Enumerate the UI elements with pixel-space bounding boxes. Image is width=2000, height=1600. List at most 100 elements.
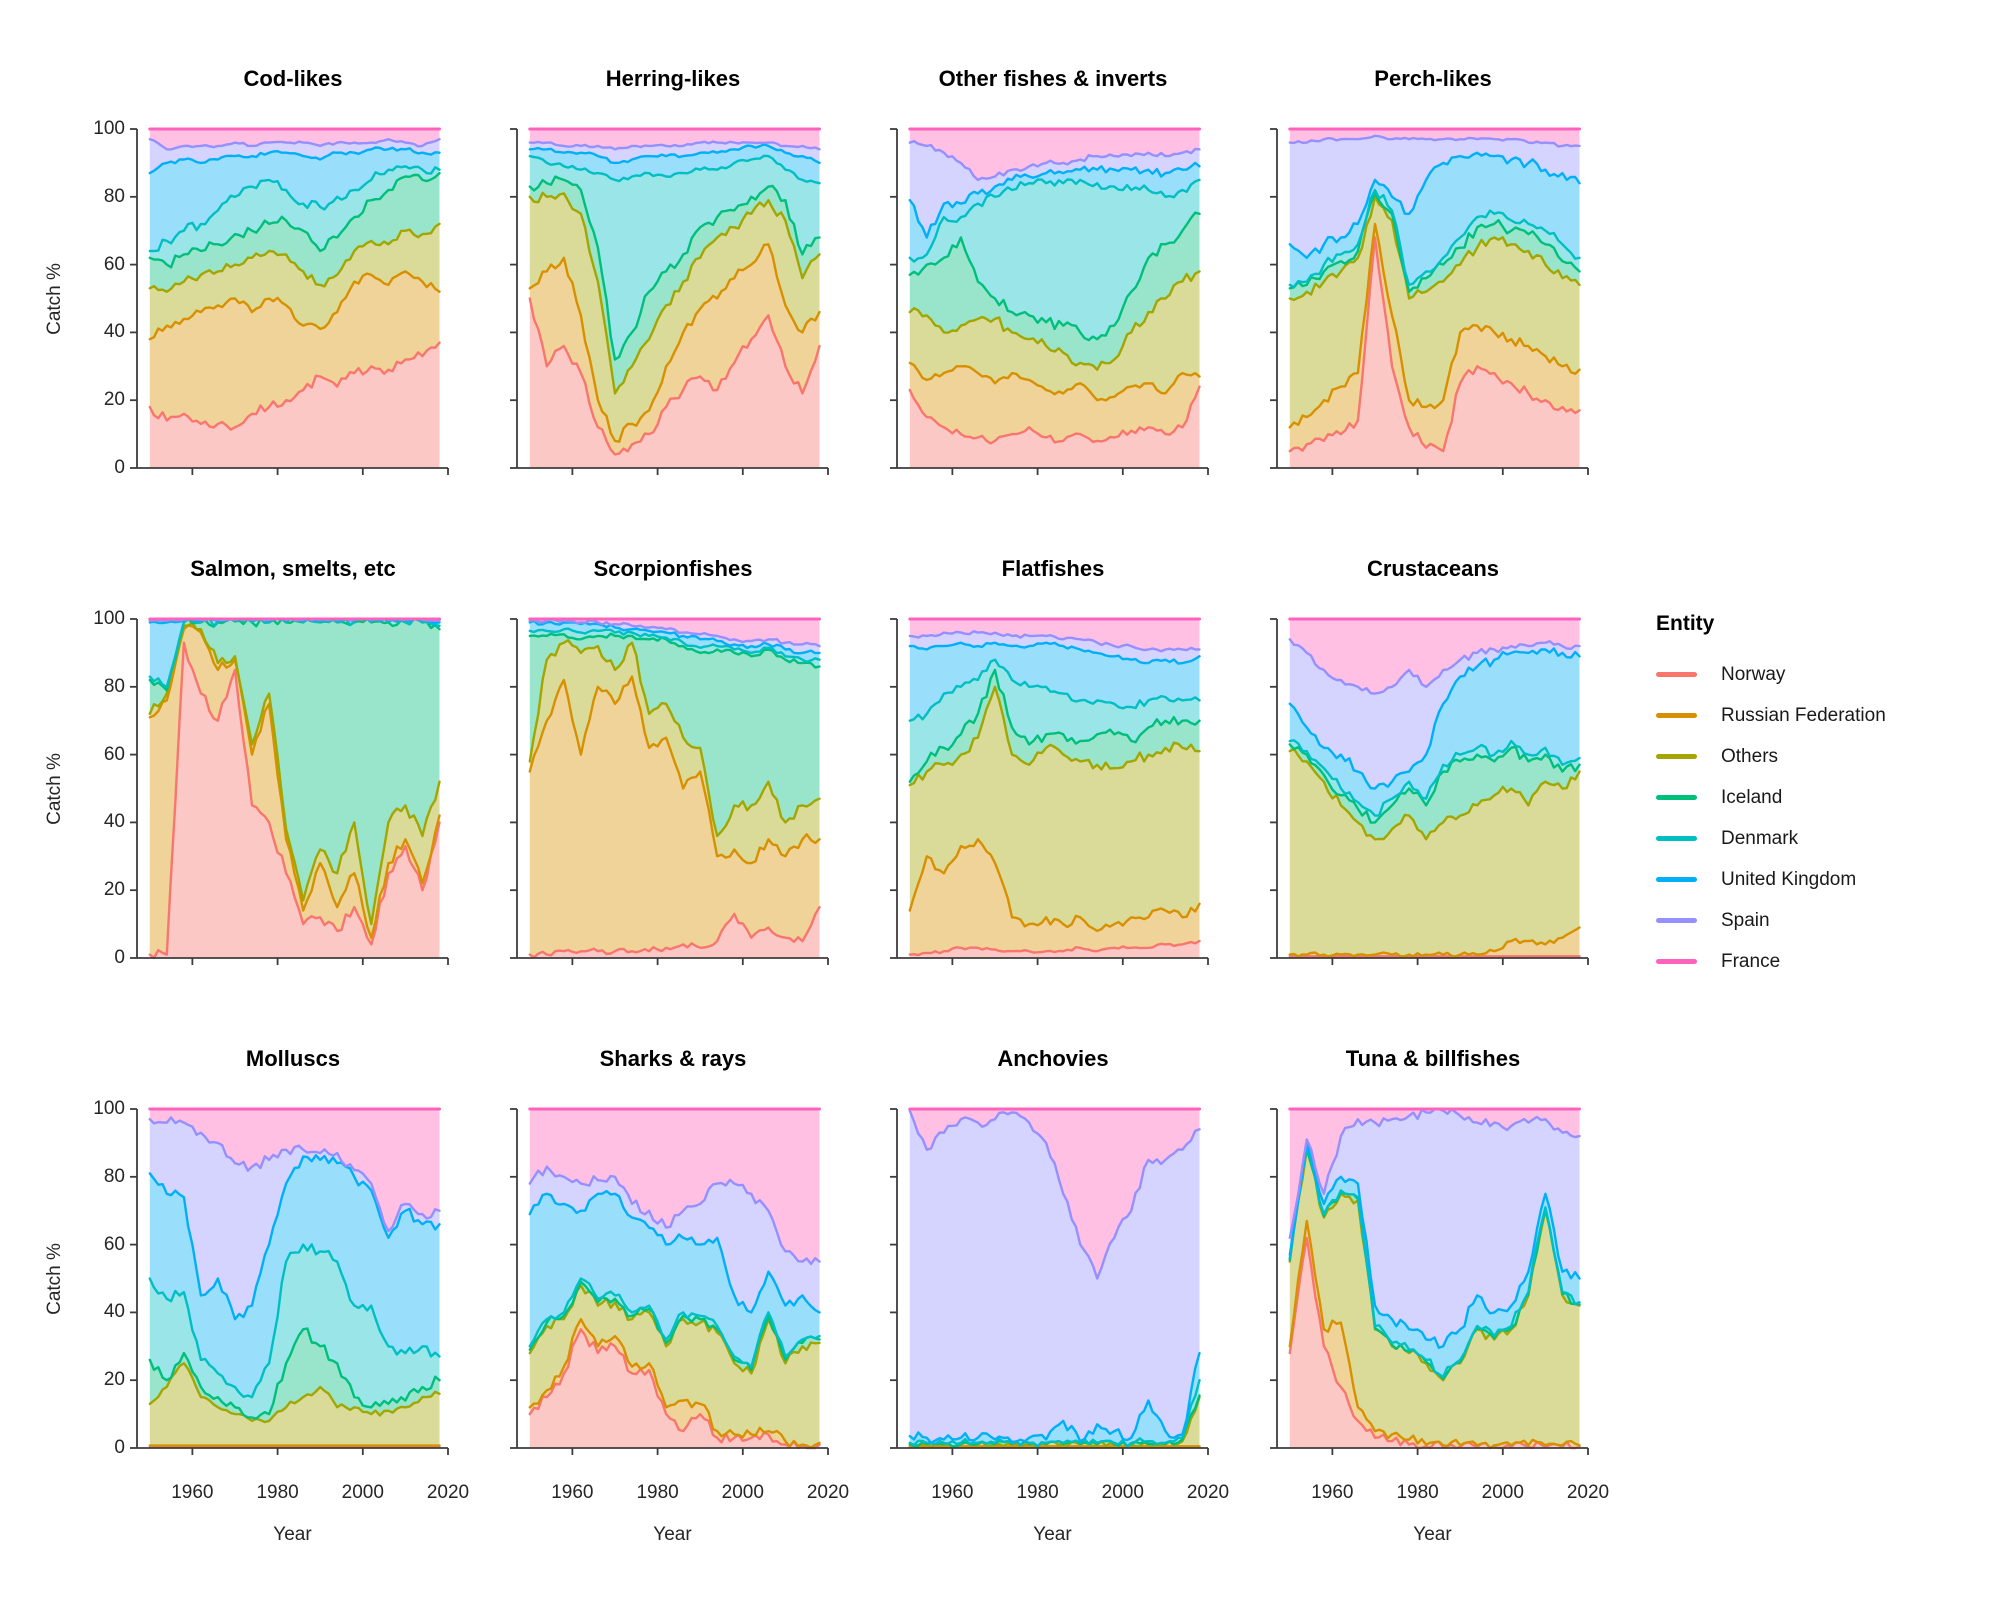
facet-plot-svg	[130, 127, 449, 475]
legend-swatch-icon	[1656, 877, 1697, 882]
area-band-france	[1289, 619, 1580, 694]
legend-item-label: United Kingdom	[1721, 868, 1857, 890]
facet-panel: Tuna & billfishes	[1249, 1020, 1609, 1480]
axis-lines	[130, 1108, 449, 1455]
legend-item-label: Russian Federation	[1721, 704, 1886, 726]
series-line-iceland	[528, 632, 821, 669]
x-axis-tick-label: 2020	[1186, 1482, 1230, 1503]
x-axis-tick-label: 2000	[1481, 1482, 1524, 1503]
series-line-united-kingdom	[1288, 647, 1581, 790]
series-line-others	[1288, 747, 1581, 841]
axis-lines	[130, 128, 449, 475]
series-line-spain	[908, 1109, 1201, 1280]
series-line-norway	[528, 297, 821, 456]
series-line-united-kingdom	[908, 1351, 1201, 1445]
area-band-norway	[909, 941, 1200, 958]
legend-swatch-icon	[1656, 918, 1697, 923]
area-band-others	[909, 686, 1200, 931]
series-line-norway	[528, 905, 821, 959]
area-band-spain	[529, 619, 820, 654]
y-axis-tick-label: 40	[103, 1301, 125, 1323]
axis-lines	[510, 1108, 829, 1455]
area-band-united-kingdom	[909, 642, 1200, 721]
legend-swatch-icon	[1656, 672, 1697, 677]
y-axis-tick-label: 80	[103, 1165, 125, 1187]
area-band-france	[529, 619, 820, 647]
area-band-russian-federation	[1289, 223, 1580, 452]
area-band-france	[1289, 1109, 1580, 1238]
area-band-france	[909, 129, 1200, 180]
area-band-others	[529, 640, 820, 864]
axis-lines	[1270, 618, 1589, 965]
x-axis-tick-label: 2000	[721, 1482, 764, 1503]
legend-swatch-icon	[1656, 836, 1697, 841]
facet-plot-svg	[890, 1107, 1209, 1455]
series-line-united-kingdom	[148, 146, 441, 175]
legend-item-label: Iceland	[1721, 786, 1783, 808]
series-line-denmark	[908, 178, 1201, 263]
facet-panel: Sharks & rays	[489, 1020, 849, 1480]
facet-title: Tuna & billfishes	[1345, 1046, 1521, 1071]
series-line-others	[148, 621, 441, 926]
series-line-denmark	[908, 1379, 1201, 1448]
series-line-united-kingdom	[1288, 1141, 1581, 1349]
facet-title: Anchovies	[997, 1046, 1109, 1071]
y-axis-tick-label: 0	[114, 947, 125, 968]
x-axis-tick-label: 1980	[1016, 1482, 1059, 1503]
series-line-denmark	[148, 1243, 441, 1399]
area-band-france	[909, 1109, 1200, 1279]
axis-lines	[1270, 128, 1589, 475]
y-axis-tick-label: 80	[103, 675, 125, 697]
axis-lines	[510, 618, 829, 965]
facet-plot-svg	[510, 127, 829, 475]
area-band-norway	[149, 342, 440, 468]
y-axis-tick-label: 20	[103, 1369, 125, 1391]
y-axis-tick-label: 20	[103, 389, 125, 411]
x-axis-tick-label: 2020	[426, 1482, 470, 1503]
series-line-denmark	[148, 165, 441, 253]
facet-title: Flatfishes	[1001, 556, 1105, 581]
series-line-united-kingdom	[148, 1154, 441, 1321]
area-band-spain	[1289, 639, 1580, 789]
facet-panel: Scorpionfishes	[489, 530, 849, 990]
series-line-spain	[1288, 134, 1581, 148]
series-line-russian-federation	[528, 1318, 821, 1449]
facet-plot-svg	[1270, 1107, 1589, 1455]
area-band-spain	[1289, 1109, 1580, 1348]
area-band-others	[1289, 749, 1580, 957]
series-line-russian-federation	[1288, 222, 1581, 429]
legend-items: Norway Russian Federation Others Iceland Den…	[1656, 654, 1986, 982]
area-band-denmark	[909, 179, 1200, 341]
series-line-russian-federation	[1288, 1219, 1581, 1450]
facet-panel: Anchovies	[869, 1020, 1229, 1480]
area-band-france	[529, 1109, 820, 1264]
series-line-others	[148, 1362, 441, 1424]
area-band-spain	[529, 141, 820, 163]
area-band-spain	[149, 1117, 440, 1320]
facet-panel: Flatfishes	[869, 530, 1229, 990]
series-line-united-kingdom	[908, 641, 1201, 665]
x-axis-title: Year	[1413, 1524, 1452, 1545]
area-band-united-kingdom	[1289, 152, 1580, 287]
area-band-spain	[909, 141, 1200, 238]
area-band-united-kingdom	[1289, 1142, 1580, 1377]
facet-panel: Cod-likes	[109, 40, 469, 500]
series-line-iceland	[528, 1280, 821, 1372]
series-line-iceland	[148, 171, 441, 269]
area-band-others	[1289, 1149, 1580, 1448]
legend-swatch-icon	[1656, 959, 1697, 964]
axis-lines	[510, 128, 829, 475]
area-band-spain	[149, 139, 440, 174]
series-line-norway	[1288, 236, 1581, 453]
area-band-russian-federation	[149, 625, 440, 958]
y-axis-title: Catch %	[44, 262, 65, 335]
area-band-denmark	[529, 155, 820, 360]
y-axis-tick-label: 0	[114, 457, 125, 478]
y-axis-tick-label: 20	[103, 879, 125, 901]
legend-item-label: Others	[1721, 745, 1779, 767]
legend-item-label: Denmark	[1721, 827, 1799, 849]
x-axis-tick-label: 2020	[806, 1482, 850, 1503]
series-line-spain	[908, 140, 1201, 182]
axis-lines	[1270, 1108, 1589, 1455]
series-line-iceland	[1288, 743, 1581, 824]
